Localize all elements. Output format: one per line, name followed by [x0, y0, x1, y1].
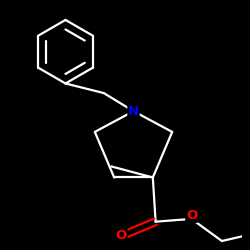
Text: N: N	[128, 105, 139, 118]
Text: O: O	[116, 229, 127, 242]
Text: O: O	[186, 209, 197, 222]
